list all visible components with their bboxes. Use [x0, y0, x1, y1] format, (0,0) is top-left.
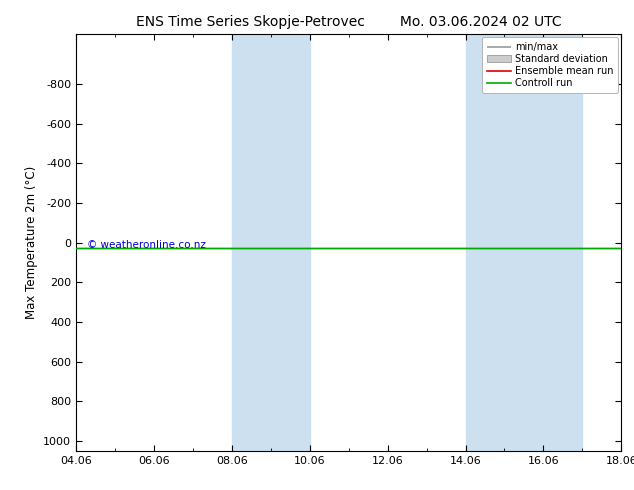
Legend: min/max, Standard deviation, Ensemble mean run, Controll run: min/max, Standard deviation, Ensemble me…	[482, 37, 618, 93]
Bar	[465, 34, 583, 451]
Title: ENS Time Series Skopje-Petrovec        Mo. 03.06.2024 02 UTC: ENS Time Series Skopje-Petrovec Mo. 03.0…	[136, 15, 562, 29]
Bar	[232, 34, 310, 451]
Y-axis label: Max Temperature 2m (°C): Max Temperature 2m (°C)	[25, 166, 37, 319]
Text: © weatheronline.co.nz: © weatheronline.co.nz	[87, 240, 206, 249]
